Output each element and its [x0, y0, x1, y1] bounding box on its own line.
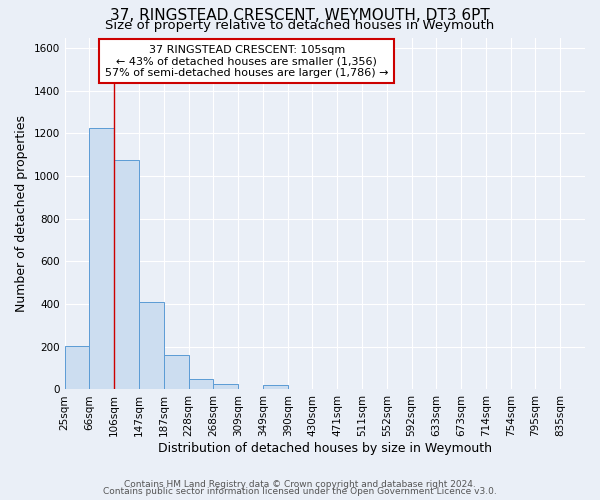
Bar — [89, 128, 114, 390]
Bar — [114, 160, 139, 390]
Bar — [263, 385, 287, 390]
Bar — [164, 356, 188, 390]
Text: 37, RINGSTEAD CRESCENT, WEYMOUTH, DT3 6PT: 37, RINGSTEAD CRESCENT, WEYMOUTH, DT3 6P… — [110, 8, 490, 22]
Text: Contains public sector information licensed under the Open Government Licence v3: Contains public sector information licen… — [103, 488, 497, 496]
Text: Size of property relative to detached houses in Weymouth: Size of property relative to detached ho… — [106, 18, 494, 32]
X-axis label: Distribution of detached houses by size in Weymouth: Distribution of detached houses by size … — [158, 442, 492, 455]
Text: Contains HM Land Registry data © Crown copyright and database right 2024.: Contains HM Land Registry data © Crown c… — [124, 480, 476, 489]
Y-axis label: Number of detached properties: Number of detached properties — [15, 115, 28, 312]
Bar — [214, 384, 238, 390]
Bar — [139, 302, 164, 390]
Text: 37 RINGSTEAD CRESCENT: 105sqm
← 43% of detached houses are smaller (1,356)
57% o: 37 RINGSTEAD CRESCENT: 105sqm ← 43% of d… — [105, 44, 389, 78]
Bar — [65, 346, 89, 390]
Bar — [188, 379, 214, 390]
